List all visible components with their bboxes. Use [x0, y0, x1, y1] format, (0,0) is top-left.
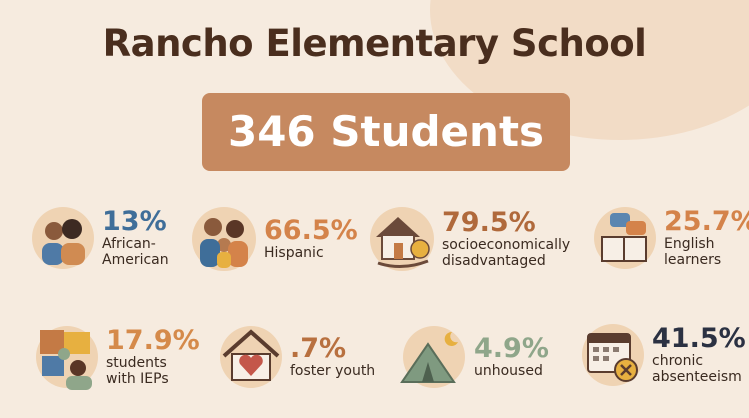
stat-label: English learners	[664, 236, 722, 268]
stat-label: Hispanic	[264, 245, 324, 261]
stat-value: 41.5%	[652, 323, 746, 354]
stat: 17.9% students with IEPs	[34, 322, 200, 392]
stat: 41.5% chronic absenteeism	[580, 322, 749, 388]
stat: 13% African-American	[30, 205, 182, 271]
stat-label: socioeconomically disadvantaged	[442, 237, 571, 269]
icon	[370, 207, 434, 271]
stat: .7% foster youth	[218, 324, 390, 390]
student-count-banner: 346 Students	[202, 93, 570, 171]
stat-value: .7%	[290, 333, 347, 364]
icon	[582, 324, 644, 386]
stat: 4.9% unhoused	[400, 324, 564, 390]
icon	[594, 207, 656, 269]
stat-label: African-American	[102, 236, 169, 268]
stat-value: 79.5%	[442, 207, 536, 238]
stat-value: 66.5%	[264, 215, 358, 246]
icon	[192, 207, 256, 271]
stat-label: unhoused	[474, 363, 543, 379]
title: Rancho Elementary School	[102, 22, 647, 65]
icon	[400, 326, 465, 388]
stat-label: foster youth	[290, 363, 376, 379]
icon	[36, 326, 98, 390]
stat: 66.5% Hispanic	[190, 205, 364, 273]
stat-value: 25.7%	[664, 206, 749, 237]
icon	[220, 326, 282, 388]
stat-value: 17.9%	[106, 325, 200, 356]
stat: 79.5% socioeconomically disadvantaged	[368, 205, 592, 273]
stat-value: 4.9%	[474, 333, 549, 364]
stat-value: 13%	[102, 206, 167, 237]
stat-label: students with IEPs	[106, 355, 169, 387]
icon	[32, 207, 94, 269]
stat: 25.7% English learners	[592, 205, 749, 271]
stat-label: chronic absenteeism	[652, 353, 742, 385]
